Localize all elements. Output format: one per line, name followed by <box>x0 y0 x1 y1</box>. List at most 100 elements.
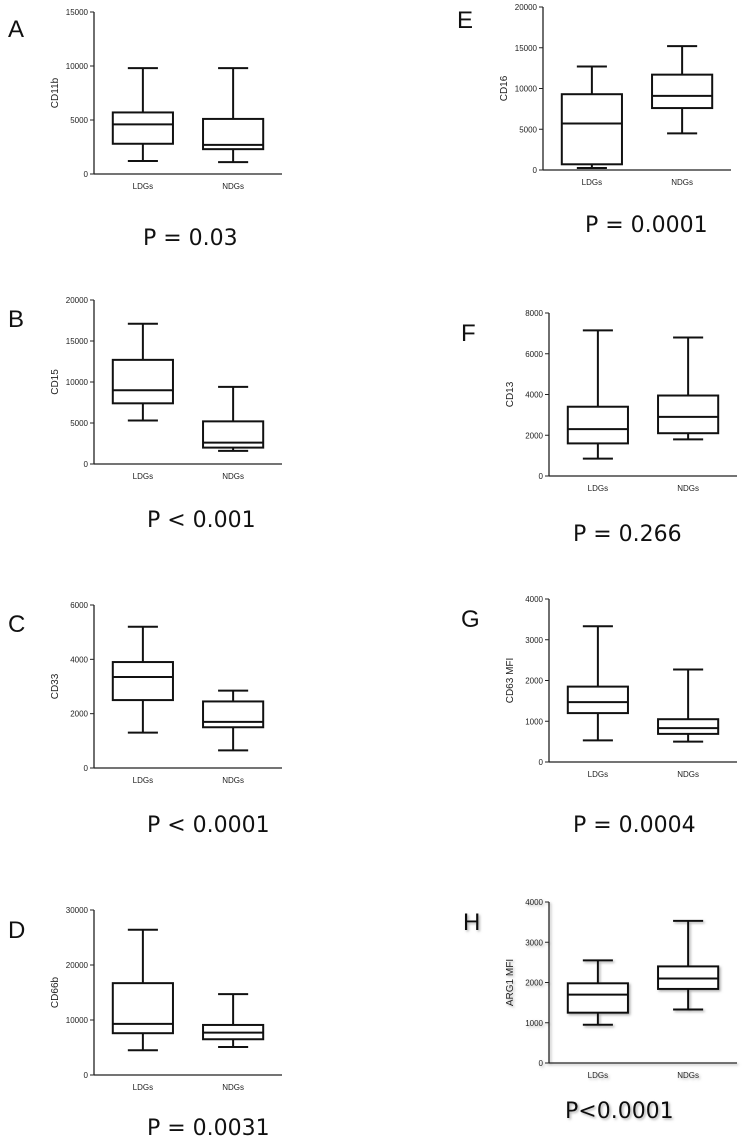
box-g-ldgs <box>566 625 629 742</box>
box-a-ldgs <box>111 67 174 163</box>
y-tick-label-e-4: 20000 <box>515 3 538 12</box>
panel-letter-b: B <box>8 306 24 333</box>
y-tick-label-f-1: 2000 <box>525 431 543 440</box>
y-axis-label-e: CD16 <box>499 75 510 101</box>
p-value-h: P<0.0001 <box>565 1099 674 1124</box>
y-tick-label-e-2: 10000 <box>515 85 538 94</box>
y-tick-label-b-4: 20000 <box>66 296 89 305</box>
y-tick-label-g-0: 0 <box>539 758 544 767</box>
iqr-box <box>111 661 174 702</box>
box-e-ndgs <box>651 45 714 135</box>
p-value-b: P < 0.001 <box>147 508 256 533</box>
category-label-b-1: NDGs <box>222 472 244 481</box>
category-label-g-0: LDGs <box>588 770 608 779</box>
iqr-box <box>202 700 265 729</box>
y-tick-label-g-2: 2000 <box>525 677 543 686</box>
y-tick-label-d-3: 30000 <box>66 906 89 915</box>
y-tick-label-b-0: 0 <box>84 460 89 469</box>
panel-f: F 0 2000 4000 6000 8000 CD13 LDGs NDGs P = 0.266 <box>461 309 737 547</box>
category-label-e-1: NDGs <box>671 178 693 187</box>
category-label-h-0: LDGs <box>588 1071 608 1080</box>
y-axis-label-b: CD15 <box>50 369 61 395</box>
y-tick-label-e-3: 15000 <box>515 44 538 53</box>
category-label-d-1: NDGs <box>222 1083 244 1092</box>
y-tick-label-d-2: 20000 <box>66 961 89 970</box>
category-label-c-1: NDGs <box>222 776 244 785</box>
y-tick-label-h-2: 2000 <box>525 979 543 988</box>
y-tick-label-d-1: 10000 <box>66 1016 89 1025</box>
panel-b: B 0 5000 10000 15000 20000 CD15 LDGs NDGs P < 0.0… <box>8 296 282 533</box>
y-tick-label-e-1: 5000 <box>519 125 537 134</box>
box-f-ndgs <box>657 336 720 441</box>
iqr-box <box>657 394 720 435</box>
box-f-ldgs <box>566 329 629 460</box>
y-tick-label-g-1: 1000 <box>525 717 543 726</box>
y-tick-label-a-3: 15000 <box>66 8 89 17</box>
panel-letter-h: H <box>463 909 480 936</box>
y-tick-label-b-2: 10000 <box>66 378 89 387</box>
panel-letter-f: F <box>461 320 476 347</box>
iqr-box <box>111 358 174 405</box>
category-label-c-0: LDGs <box>133 776 153 785</box>
panel-letter-c: C <box>8 611 25 638</box>
y-axis-label-a: CD11b <box>50 77 61 108</box>
y-axis-label-f: CD13 <box>505 381 516 407</box>
panel-letter-g: G <box>461 606 480 633</box>
y-tick-label-b-1: 5000 <box>70 419 88 428</box>
panel-a: A 0 5000 10000 15000 CD11b LDGs NDGs P = 0.03 <box>8 8 282 251</box>
y-tick-label-c-0: 0 <box>84 764 89 773</box>
iqr-box <box>560 93 623 166</box>
iqr-box <box>111 982 174 1035</box>
box-c-ndgs <box>202 689 265 752</box>
box-d-ndgs <box>202 993 265 1048</box>
category-label-b-0: LDGs <box>133 472 153 481</box>
y-tick-label-g-4: 4000 <box>525 595 543 604</box>
panel-h: H 0 1000 2000 3000 4000 ARG1 MFI LDGs NDGs P<0.00… <box>463 898 737 1124</box>
box-a-ndgs <box>202 67 265 164</box>
y-tick-label-h-3: 3000 <box>525 938 543 947</box>
y-tick-label-h-1: 1000 <box>525 1019 543 1028</box>
y-tick-label-f-4: 8000 <box>525 309 543 318</box>
panel-e: E 0 5000 10000 15000 20000 CD16 LDGs NDGs P = 0.0… <box>457 3 731 238</box>
p-value-d: P = 0.0031 <box>147 1116 270 1141</box>
y-axis-label-c: CD33 <box>50 673 61 699</box>
iqr-box <box>566 405 629 445</box>
iqr-box <box>657 718 720 735</box>
panel-letter-d: D <box>8 917 25 944</box>
y-tick-label-a-1: 5000 <box>70 116 88 125</box>
box-e-ldgs <box>560 65 623 169</box>
y-tick-label-f-3: 6000 <box>525 350 543 359</box>
category-label-h-1: NDGs <box>677 1071 699 1080</box>
panel-c: C 0 2000 4000 6000 CD33 LDGs NDGs P < 0.0001 <box>8 601 282 838</box>
box-h-ldgs <box>566 959 629 1026</box>
y-tick-label-c-2: 4000 <box>70 655 88 664</box>
iqr-box <box>566 685 629 715</box>
category-label-d-0: LDGs <box>133 1083 153 1092</box>
y-tick-label-e-0: 0 <box>533 166 538 175</box>
box-b-ldgs <box>111 322 174 422</box>
y-tick-label-c-1: 2000 <box>70 710 88 719</box>
y-tick-label-a-0: 0 <box>84 170 89 179</box>
p-value-c: P < 0.0001 <box>147 813 270 838</box>
y-tick-label-a-2: 10000 <box>66 62 89 71</box>
y-tick-label-g-3: 3000 <box>525 636 543 645</box>
category-label-a-1: NDGs <box>222 182 244 191</box>
iqr-box <box>651 73 714 110</box>
p-value-e: P = 0.0001 <box>585 213 708 238</box>
y-tick-label-c-3: 6000 <box>70 601 88 610</box>
panel-d: D 0 10000 20000 30000 CD66b LDGs NDGs P = 0.0031 <box>8 906 282 1141</box>
box-g-ndgs <box>657 668 720 743</box>
y-tick-label-f-2: 4000 <box>525 391 543 400</box>
y-axis-label-h: ARG1 MFI <box>505 959 516 1006</box>
category-label-f-0: LDGs <box>588 484 608 493</box>
panel-g: G 0 1000 2000 3000 4000 CD63 MFI LDGs NDGs P = 0.… <box>461 595 737 838</box>
box-c-ldgs <box>111 625 174 734</box>
p-value-f: P = 0.266 <box>573 522 682 547</box>
p-value-g: P = 0.0004 <box>573 813 696 838</box>
category-label-a-0: LDGs <box>133 182 153 191</box>
panel-letter-a: A <box>8 16 24 43</box>
category-label-g-1: NDGs <box>677 770 699 779</box>
panel-letter-e: E <box>457 7 473 34</box>
y-tick-label-h-0: 0 <box>539 1059 544 1068</box>
